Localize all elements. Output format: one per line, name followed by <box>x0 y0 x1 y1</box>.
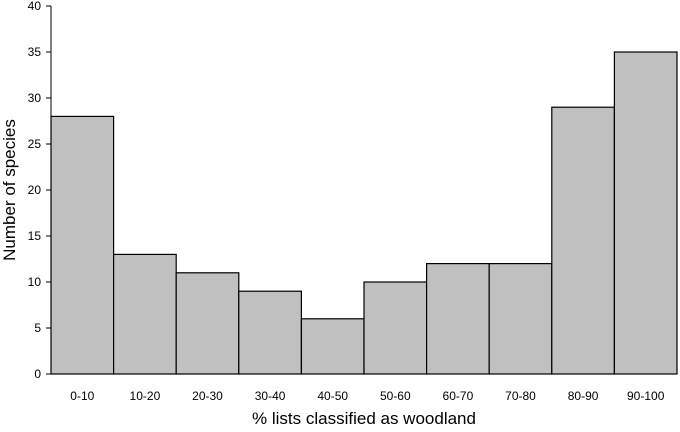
y-tick-label: 30 <box>28 91 42 105</box>
x-tick-label: 20-30 <box>192 389 223 403</box>
y-tick-label: 15 <box>28 229 42 243</box>
bars-layer <box>50 51 678 375</box>
y-tick-label: 0 <box>34 367 41 381</box>
y-tick-label: 40 <box>28 0 42 13</box>
x-tick-label: 40-50 <box>317 389 348 403</box>
bar-50-60 <box>363 281 428 375</box>
y-tick-label: 10 <box>28 275 42 289</box>
y-tick-label: 35 <box>28 45 42 59</box>
bar-20-30 <box>175 272 240 375</box>
y-ticks-layer: 0 5 10 15 20 25 30 35 40 <box>28 0 51 381</box>
bar-70-80 <box>488 263 553 375</box>
y-tick-label: 25 <box>28 137 42 151</box>
x-tick-label: 50-60 <box>380 389 411 403</box>
x-tick-label: 0-10 <box>70 389 94 403</box>
x-tick-label: 10-20 <box>130 389 161 403</box>
bar-40-50 <box>300 318 365 375</box>
bar-80-90 <box>551 106 615 375</box>
bar-0-10 <box>50 115 115 375</box>
x-tick-label: 60-70 <box>443 389 474 403</box>
x-tick-label: 90-100 <box>627 389 665 403</box>
x-tick-label: 70-80 <box>505 389 536 403</box>
bar-10-20 <box>112 253 177 375</box>
bar-60-70 <box>426 263 490 375</box>
y-tick-label: 5 <box>34 321 41 335</box>
x-tick-label: 30-40 <box>255 389 286 403</box>
bar-90-100 <box>613 51 678 375</box>
x-tick-label: 80-90 <box>568 389 599 403</box>
x-axis-title: % lists classified as woodland <box>252 409 476 427</box>
x-labels-layer: 0-10 10-20 20-30 30-40 40-50 50-60 60-70 70-80 8… <box>70 389 664 403</box>
y-axis-title: Number of species <box>0 119 19 261</box>
y-tick-label: 20 <box>28 183 42 197</box>
bar-30-40 <box>238 290 303 375</box>
